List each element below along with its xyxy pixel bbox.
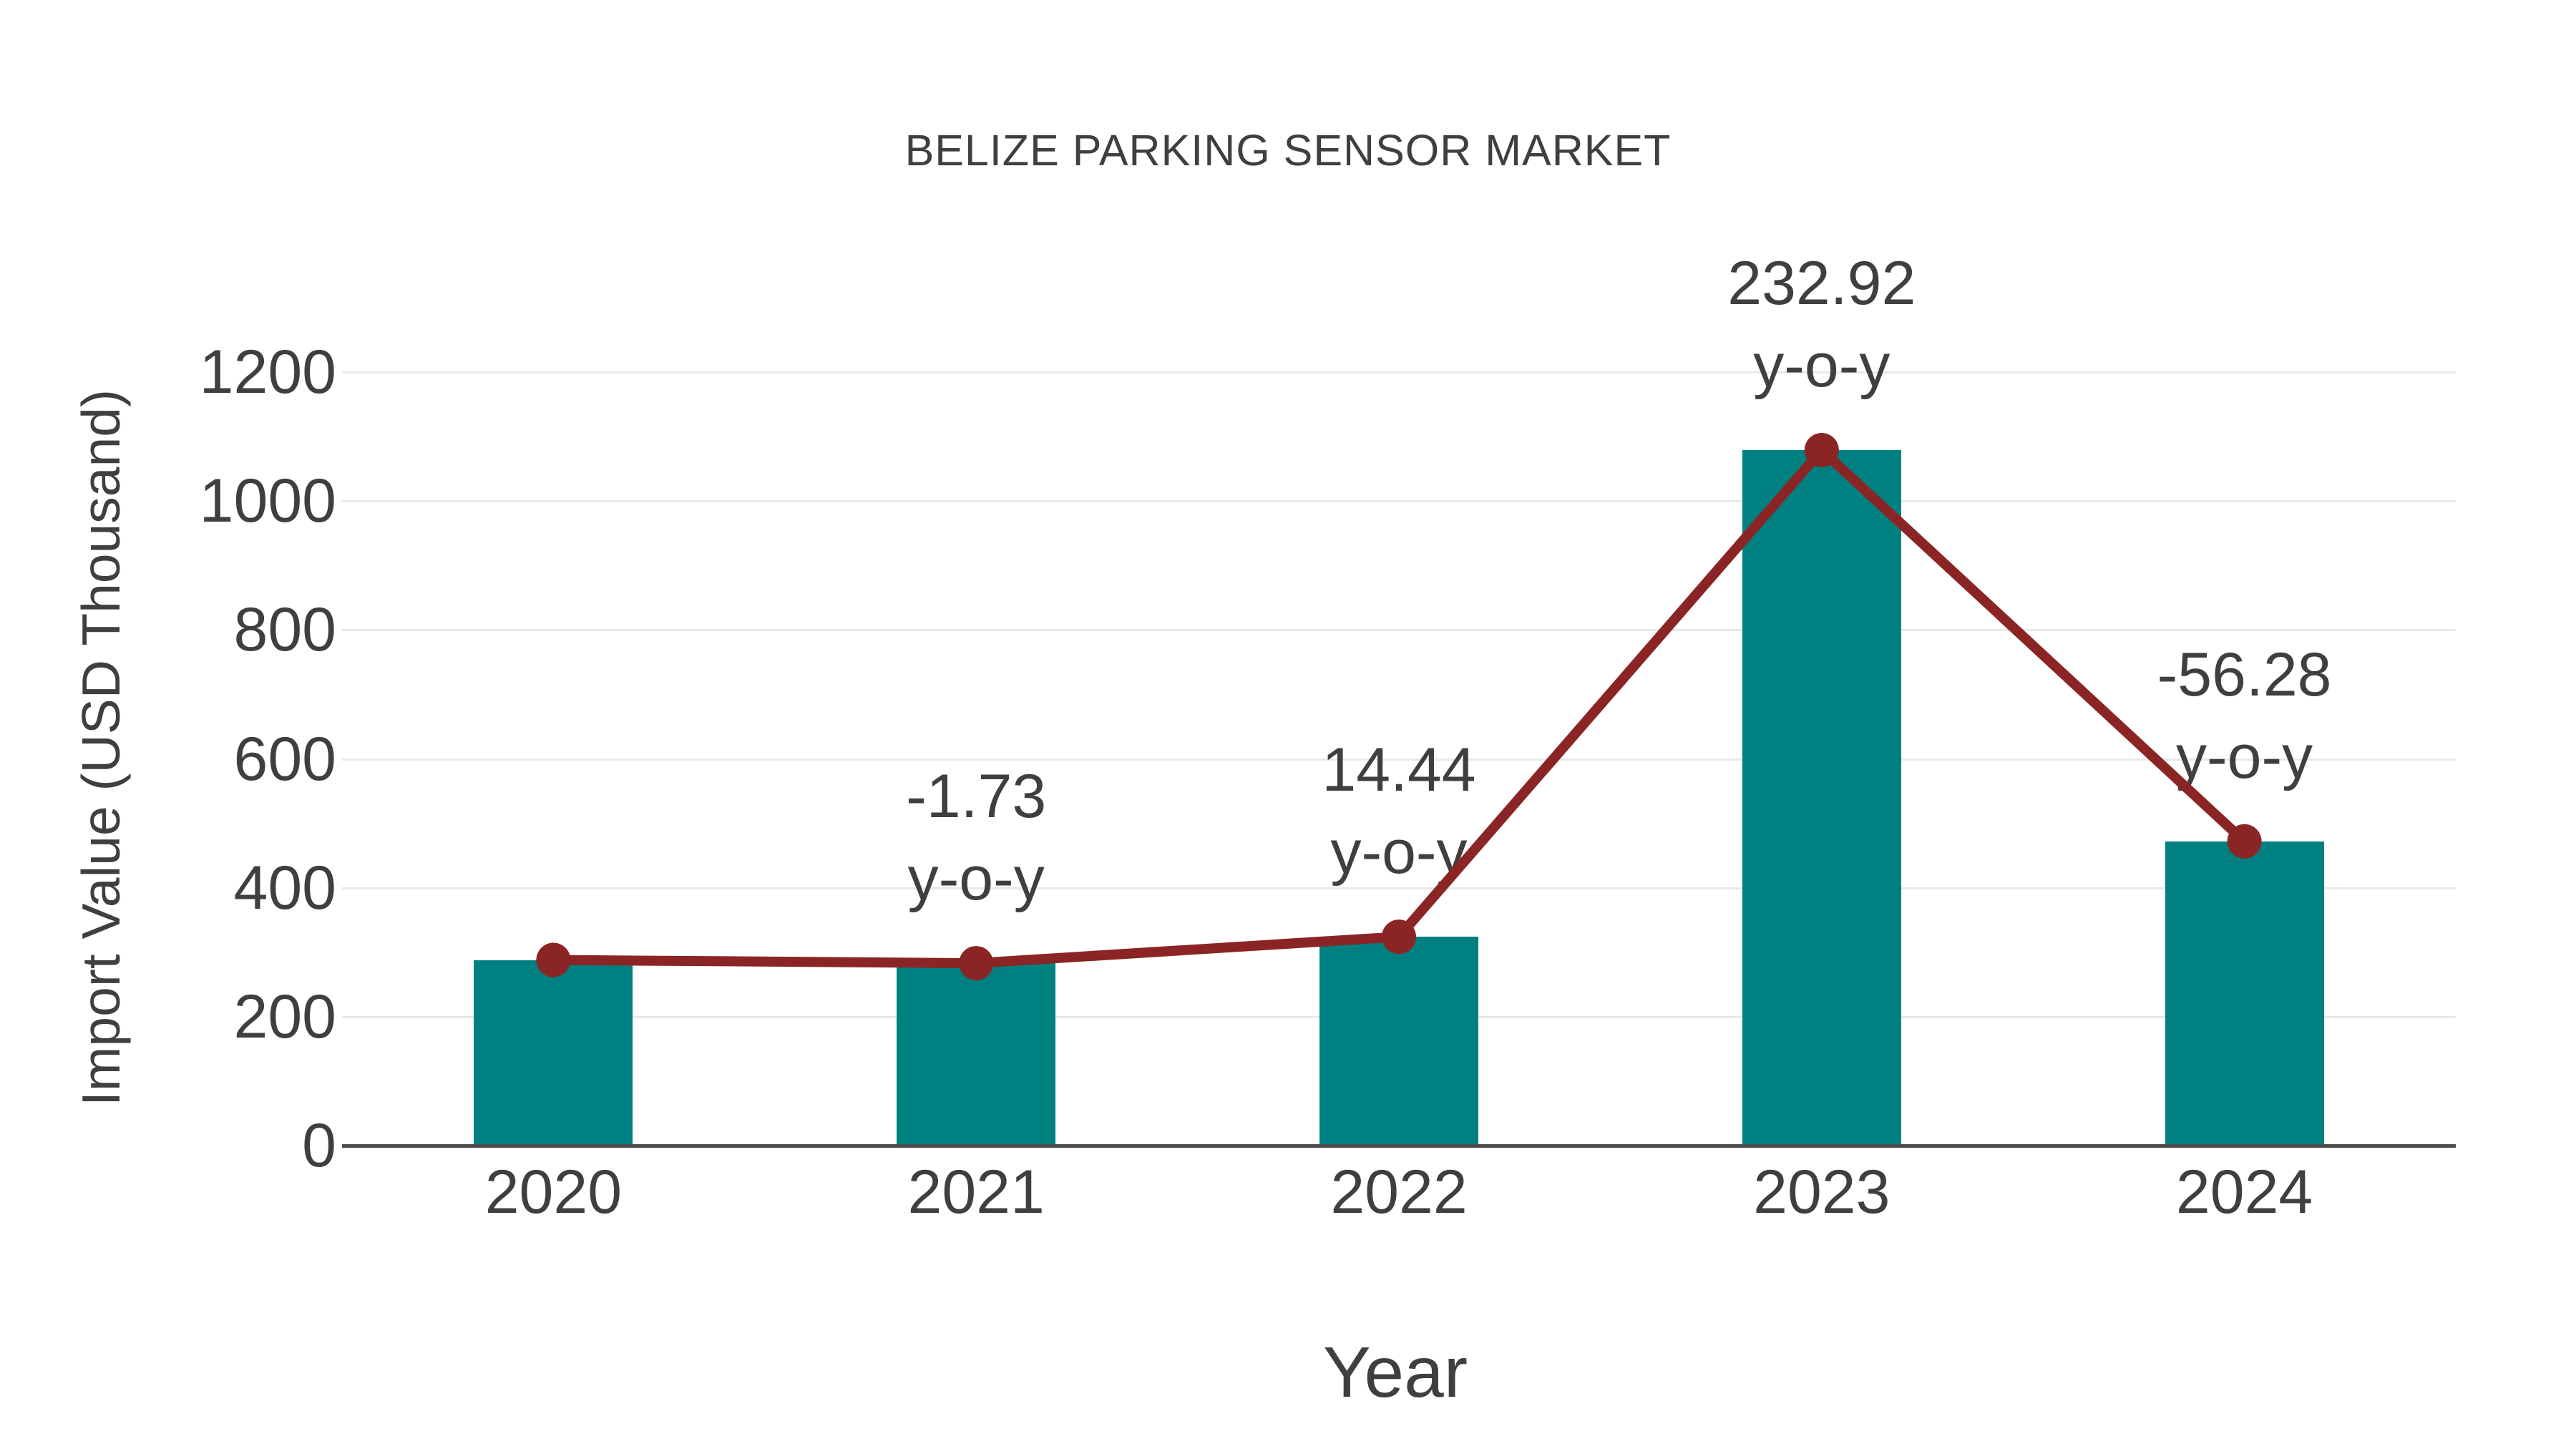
y-tick-label-0: 0 bbox=[302, 1111, 336, 1180]
annotation-2024: -56.28 y-o-y bbox=[2157, 634, 2332, 799]
annotation-value: 14.44 bbox=[1322, 736, 1476, 805]
x-tick-label-2023: 2023 bbox=[1753, 1158, 1890, 1226]
annotation-suffix: y-o-y bbox=[2176, 722, 2313, 791]
gridline-y-800 bbox=[342, 629, 2456, 632]
bar-2021 bbox=[897, 963, 1056, 1146]
bar-2022 bbox=[1319, 937, 1478, 1146]
annotation-2023: 232.92 y-o-y bbox=[1727, 243, 1916, 407]
y-tick-label-1200: 1200 bbox=[199, 338, 336, 406]
bar-2024 bbox=[2165, 841, 2324, 1146]
bar-2020 bbox=[474, 960, 633, 1146]
y-tick-label-600: 600 bbox=[233, 724, 337, 794]
y-tick-label-1000: 1000 bbox=[199, 467, 336, 536]
annotation-2022: 14.44 y-o-y bbox=[1322, 729, 1475, 894]
y-tick-label-800: 800 bbox=[233, 595, 337, 665]
annotation-suffix: y-o-y bbox=[1753, 331, 1890, 400]
x-tick-label-2020: 2020 bbox=[484, 1158, 623, 1226]
x-tick-label-2021: 2021 bbox=[907, 1158, 1045, 1226]
annotation-value: -56.28 bbox=[2157, 640, 2332, 709]
gridline-y-1200 bbox=[342, 371, 2456, 374]
y-tick-label-200: 200 bbox=[233, 982, 337, 1051]
y-tick-label-400: 400 bbox=[233, 853, 337, 922]
x-axis-line bbox=[342, 1144, 2456, 1148]
annotation-value: 232.92 bbox=[1727, 249, 1916, 318]
x-axis-title: Year bbox=[1322, 1332, 1468, 1413]
x-tick-label-2022: 2022 bbox=[1330, 1158, 1468, 1226]
gridline-y-1000 bbox=[342, 500, 2456, 503]
annotation-suffix: y-o-y bbox=[907, 844, 1045, 914]
x-tick-label-2024: 2024 bbox=[2175, 1158, 2313, 1226]
bar-2023 bbox=[1742, 450, 1901, 1146]
chart-title: BELIZE PARKING SENSOR MARKET bbox=[904, 126, 1672, 175]
annotation-suffix: y-o-y bbox=[1330, 818, 1468, 887]
annotation-2021: -1.73 y-o-y bbox=[906, 756, 1046, 920]
annotation-value: -1.73 bbox=[906, 762, 1047, 831]
